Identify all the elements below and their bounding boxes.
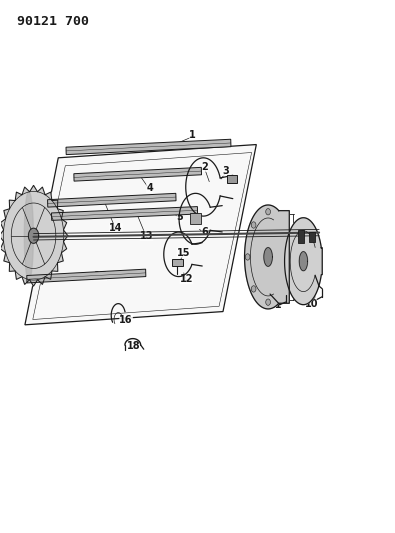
Polygon shape	[0, 185, 68, 286]
Polygon shape	[28, 228, 39, 243]
Text: 15: 15	[177, 248, 190, 258]
Polygon shape	[190, 214, 201, 224]
Text: 7: 7	[260, 236, 267, 246]
Text: 18: 18	[127, 341, 141, 351]
Text: 10: 10	[305, 298, 318, 309]
Polygon shape	[66, 139, 231, 155]
Text: 1: 1	[190, 130, 196, 140]
Polygon shape	[297, 230, 304, 243]
Polygon shape	[27, 269, 146, 283]
Text: 3: 3	[222, 166, 229, 176]
Text: 16: 16	[119, 314, 133, 325]
Polygon shape	[245, 205, 289, 309]
Polygon shape	[299, 252, 308, 271]
Polygon shape	[227, 175, 237, 183]
Circle shape	[245, 254, 250, 260]
Text: 90121 700: 90121 700	[17, 14, 89, 28]
Polygon shape	[24, 191, 33, 280]
Circle shape	[251, 286, 256, 292]
Text: 6: 6	[201, 227, 208, 237]
Text: 8: 8	[295, 232, 302, 242]
Polygon shape	[309, 231, 315, 242]
Polygon shape	[264, 248, 272, 266]
Circle shape	[251, 222, 256, 228]
Text: 9: 9	[301, 241, 308, 252]
Text: 14: 14	[109, 223, 123, 233]
Polygon shape	[51, 207, 198, 220]
Text: 17: 17	[94, 271, 107, 281]
Text: 13: 13	[140, 231, 153, 241]
Circle shape	[266, 208, 271, 215]
Text: 12: 12	[180, 274, 193, 284]
Polygon shape	[171, 259, 183, 266]
Text: 11: 11	[269, 300, 283, 310]
Polygon shape	[74, 167, 201, 181]
Polygon shape	[284, 218, 322, 305]
Polygon shape	[25, 144, 256, 325]
Polygon shape	[47, 193, 176, 207]
Text: 4: 4	[146, 183, 153, 193]
Text: 2: 2	[201, 162, 208, 172]
Circle shape	[266, 299, 271, 305]
Text: 5: 5	[177, 212, 183, 222]
